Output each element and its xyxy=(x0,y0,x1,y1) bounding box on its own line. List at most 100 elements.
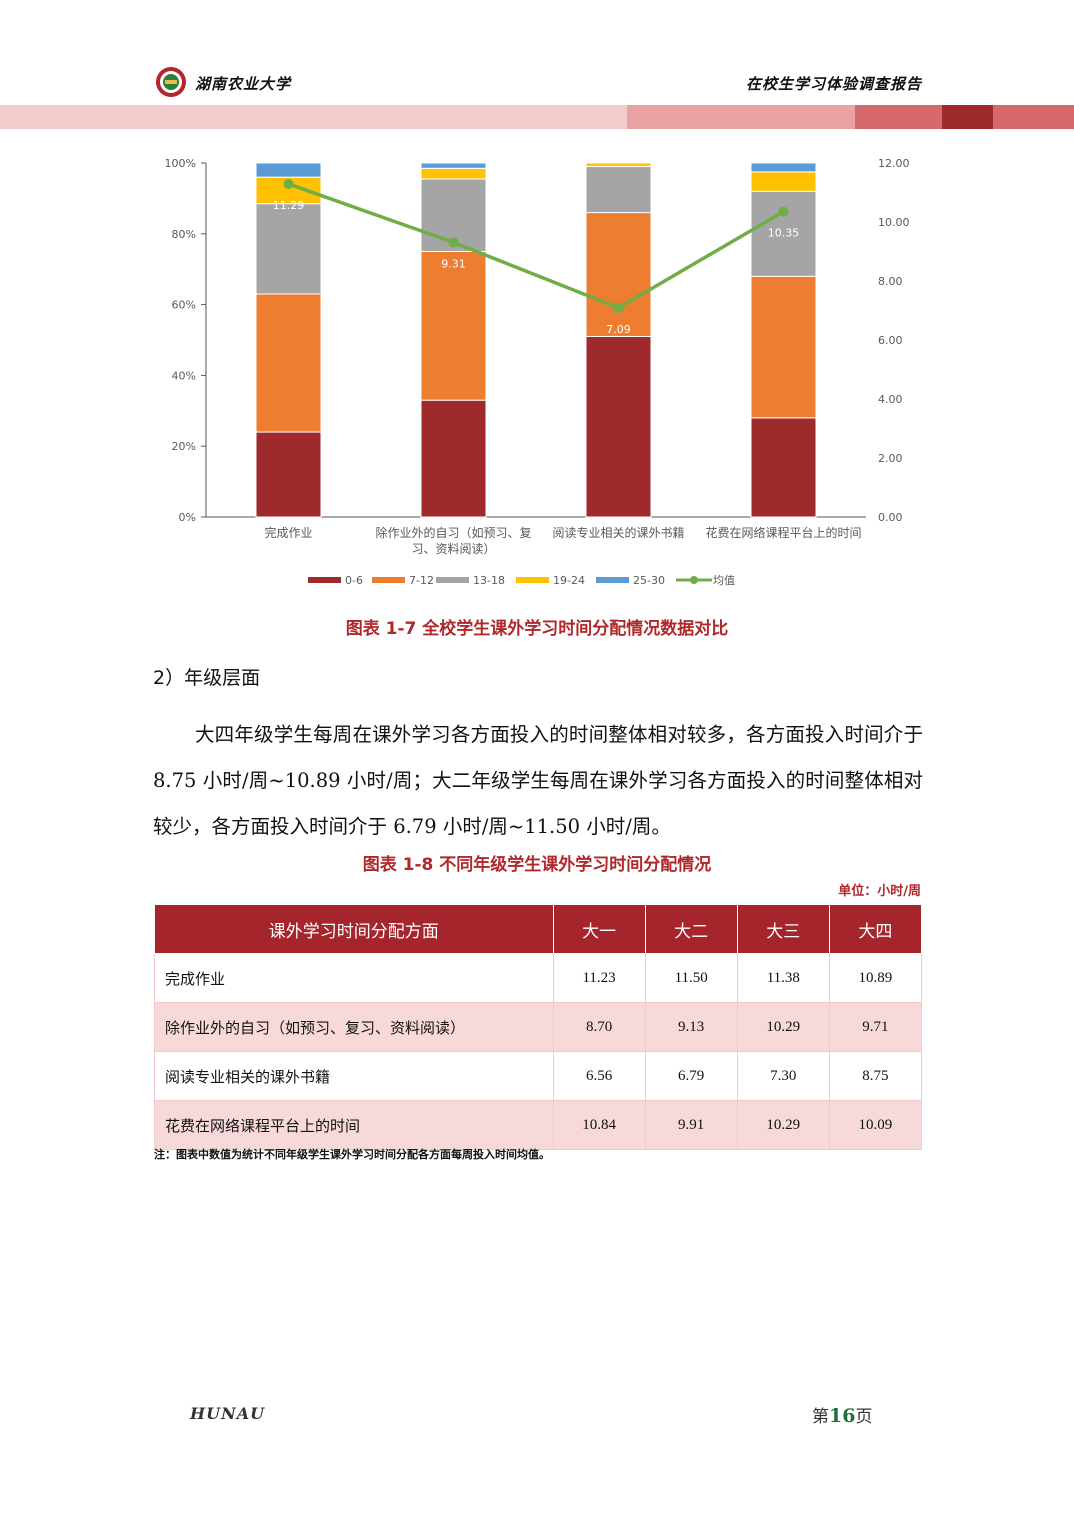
table-row: 完成作业 11.23 11.50 11.38 10.89 xyxy=(154,953,923,1003)
legend-swatch-marker xyxy=(690,576,698,584)
x-category-label: 除作业外的自习（如预习、复 xyxy=(375,525,531,540)
legend-label: 均值 xyxy=(713,574,735,587)
bar-segment xyxy=(585,212,652,337)
x-category-label: 花费在网络课程平台上的时间 xyxy=(705,525,861,540)
y-right-tick-label: 12.00 xyxy=(878,157,910,170)
bar-segment xyxy=(750,275,817,419)
table-cell: 9.71 xyxy=(828,1002,923,1052)
table-cell: 10.09 xyxy=(828,1100,923,1150)
y-right-tick-label: 4.00 xyxy=(878,393,903,406)
legend-label: 19-24 xyxy=(553,574,585,587)
mean-point xyxy=(778,206,789,217)
table-cell: 9.91 xyxy=(644,1100,738,1150)
mean-point xyxy=(448,237,459,248)
table-row: 阅读专业相关的课外书籍 6.56 6.79 7.30 8.75 xyxy=(154,1051,923,1101)
y-right-tick-label: 0.00 xyxy=(878,511,903,524)
header-band-1 xyxy=(0,105,627,129)
table-row: 除作业外的自习（如预习、复习、资料阅读） 8.70 9.13 10.29 9.7… xyxy=(154,1002,923,1052)
table-header-row: 课外学习时间分配方面 大一 大二 大三 大四 xyxy=(154,904,923,954)
bar-segment xyxy=(255,431,322,518)
report-title: 在校生学习体验调查报告 xyxy=(745,75,922,93)
page-suffix: 页 xyxy=(855,1407,873,1427)
header-band-3 xyxy=(855,105,942,129)
y-left-tick-label: 40% xyxy=(172,369,196,382)
mean-data-label: 10.35 xyxy=(768,227,800,240)
legend-swatch xyxy=(436,577,469,583)
table-cell: 8.70 xyxy=(552,1002,646,1052)
page-number: 第16页 xyxy=(812,1402,872,1427)
table-cell: 10.29 xyxy=(736,1002,830,1052)
mean-line xyxy=(287,182,785,310)
header-band-4 xyxy=(942,105,993,129)
legend-label: 25-30 xyxy=(633,574,665,587)
stacked-bar-line-chart: 0% 20% 40% 60% 80% 100% 0.00 2.00 4.00 6.00 8.00 10… xyxy=(165,157,910,587)
table-cell: 8.75 xyxy=(828,1051,923,1101)
y-right-tick-label: 8.00 xyxy=(878,275,903,288)
y-right-tick-label: 6.00 xyxy=(878,334,903,347)
bar-segment xyxy=(255,162,322,178)
table-header-aspect: 课外学习时间分配方面 xyxy=(154,904,554,954)
y-left-tick-label: 100% xyxy=(165,157,196,170)
legend-swatch xyxy=(372,577,405,583)
table-row: 花费在网络课程平台上的时间 10.84 9.91 10.29 10.09 xyxy=(154,1100,923,1150)
y-right-tick-label: 2.00 xyxy=(878,452,903,465)
bar-segment xyxy=(420,399,487,518)
legend-label: 0-6 xyxy=(345,574,363,587)
page-number-value: 16 xyxy=(829,1405,856,1427)
grade-time-table: 课外学习时间分配方面 大一 大二 大三 大四 完成作业 11.23 11.50 … xyxy=(154,904,923,1150)
body-paragraph: 大四年级学生每周在课外学习各方面投入的时间整体相对较多，各方面投入时间介于 8.… xyxy=(153,723,923,838)
bar-segment xyxy=(420,251,487,401)
university-seal-icon xyxy=(156,67,186,97)
table-note: 注：图表中数值为统计不同年级学生课外学习时间分配各方面每周投入时间均值。 xyxy=(154,1148,550,1161)
table-cell: 9.13 xyxy=(644,1002,738,1052)
x-category-label: 完成作业 xyxy=(264,525,312,540)
table-cell: 10.84 xyxy=(552,1100,646,1150)
table-cell: 10.89 xyxy=(828,953,923,1003)
table-header-grade-1: 大一 xyxy=(552,904,646,954)
table-header-grade-2: 大二 xyxy=(644,904,738,954)
y-right-tick-label: 10.00 xyxy=(878,216,910,229)
table-cell-label: 除作业外的自习（如预习、复习、资料阅读） xyxy=(154,1002,554,1052)
bar-segment xyxy=(255,203,322,295)
table-cell: 11.23 xyxy=(552,953,646,1003)
table-cell-label: 阅读专业相关的课外书籍 xyxy=(154,1051,554,1101)
table-cell: 6.79 xyxy=(644,1051,738,1101)
mean-data-label: 7.09 xyxy=(606,323,631,336)
bar-segment xyxy=(750,171,817,192)
mean-data-label: 11.29 xyxy=(273,199,305,212)
page-prefix: 第 xyxy=(812,1407,829,1427)
bar-segment xyxy=(420,167,487,180)
bar-segment xyxy=(585,335,652,518)
bar-segment xyxy=(255,293,322,433)
x-category-label: 习、资料阅读） xyxy=(411,542,495,556)
legend-swatch xyxy=(516,577,549,583)
footer-logo-text: HUNAU xyxy=(190,1404,266,1423)
mean-point xyxy=(613,302,624,313)
table-header-grade-4: 大四 xyxy=(828,904,923,954)
page-header: 湖南农业大学 在校生学习体验调查报告 xyxy=(0,0,1074,130)
bar-segment xyxy=(750,190,817,277)
bar-segment xyxy=(750,162,817,173)
table-cell: 11.50 xyxy=(644,953,738,1003)
table-cell: 7.30 xyxy=(736,1051,830,1101)
university-name: 湖南农业大学 xyxy=(195,75,292,93)
bar-segment xyxy=(585,162,652,168)
table-caption: 图表 1-8 不同年级学生课外学习时间分配情况 xyxy=(362,855,712,875)
legend-label: 13-18 xyxy=(473,574,505,587)
table-cell: 6.56 xyxy=(552,1051,646,1101)
x-category-label: 阅读专业相关的课外书籍 xyxy=(552,525,684,540)
legend-label: 7-12 xyxy=(409,574,434,587)
mean-data-label: 9.31 xyxy=(441,257,466,270)
table-unit: 单位：小时/周 xyxy=(838,884,921,899)
table-cell-label: 花费在网络课程平台上的时间 xyxy=(154,1100,554,1150)
bar-segment xyxy=(585,166,652,214)
legend-swatch xyxy=(308,577,341,583)
header-band-2 xyxy=(627,105,855,129)
y-left-tick-label: 0% xyxy=(179,511,196,524)
header-band-5 xyxy=(993,105,1074,129)
mean-point xyxy=(283,178,294,189)
y-left-tick-label: 80% xyxy=(172,228,196,241)
bar-segment xyxy=(750,417,817,518)
table-cell-label: 完成作业 xyxy=(154,953,554,1003)
y-left-tick-label: 20% xyxy=(172,440,196,453)
